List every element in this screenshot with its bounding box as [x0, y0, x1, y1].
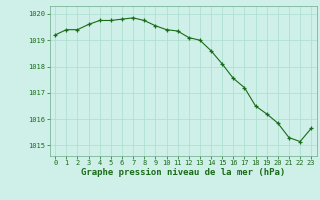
X-axis label: Graphe pression niveau de la mer (hPa): Graphe pression niveau de la mer (hPa): [81, 168, 285, 177]
